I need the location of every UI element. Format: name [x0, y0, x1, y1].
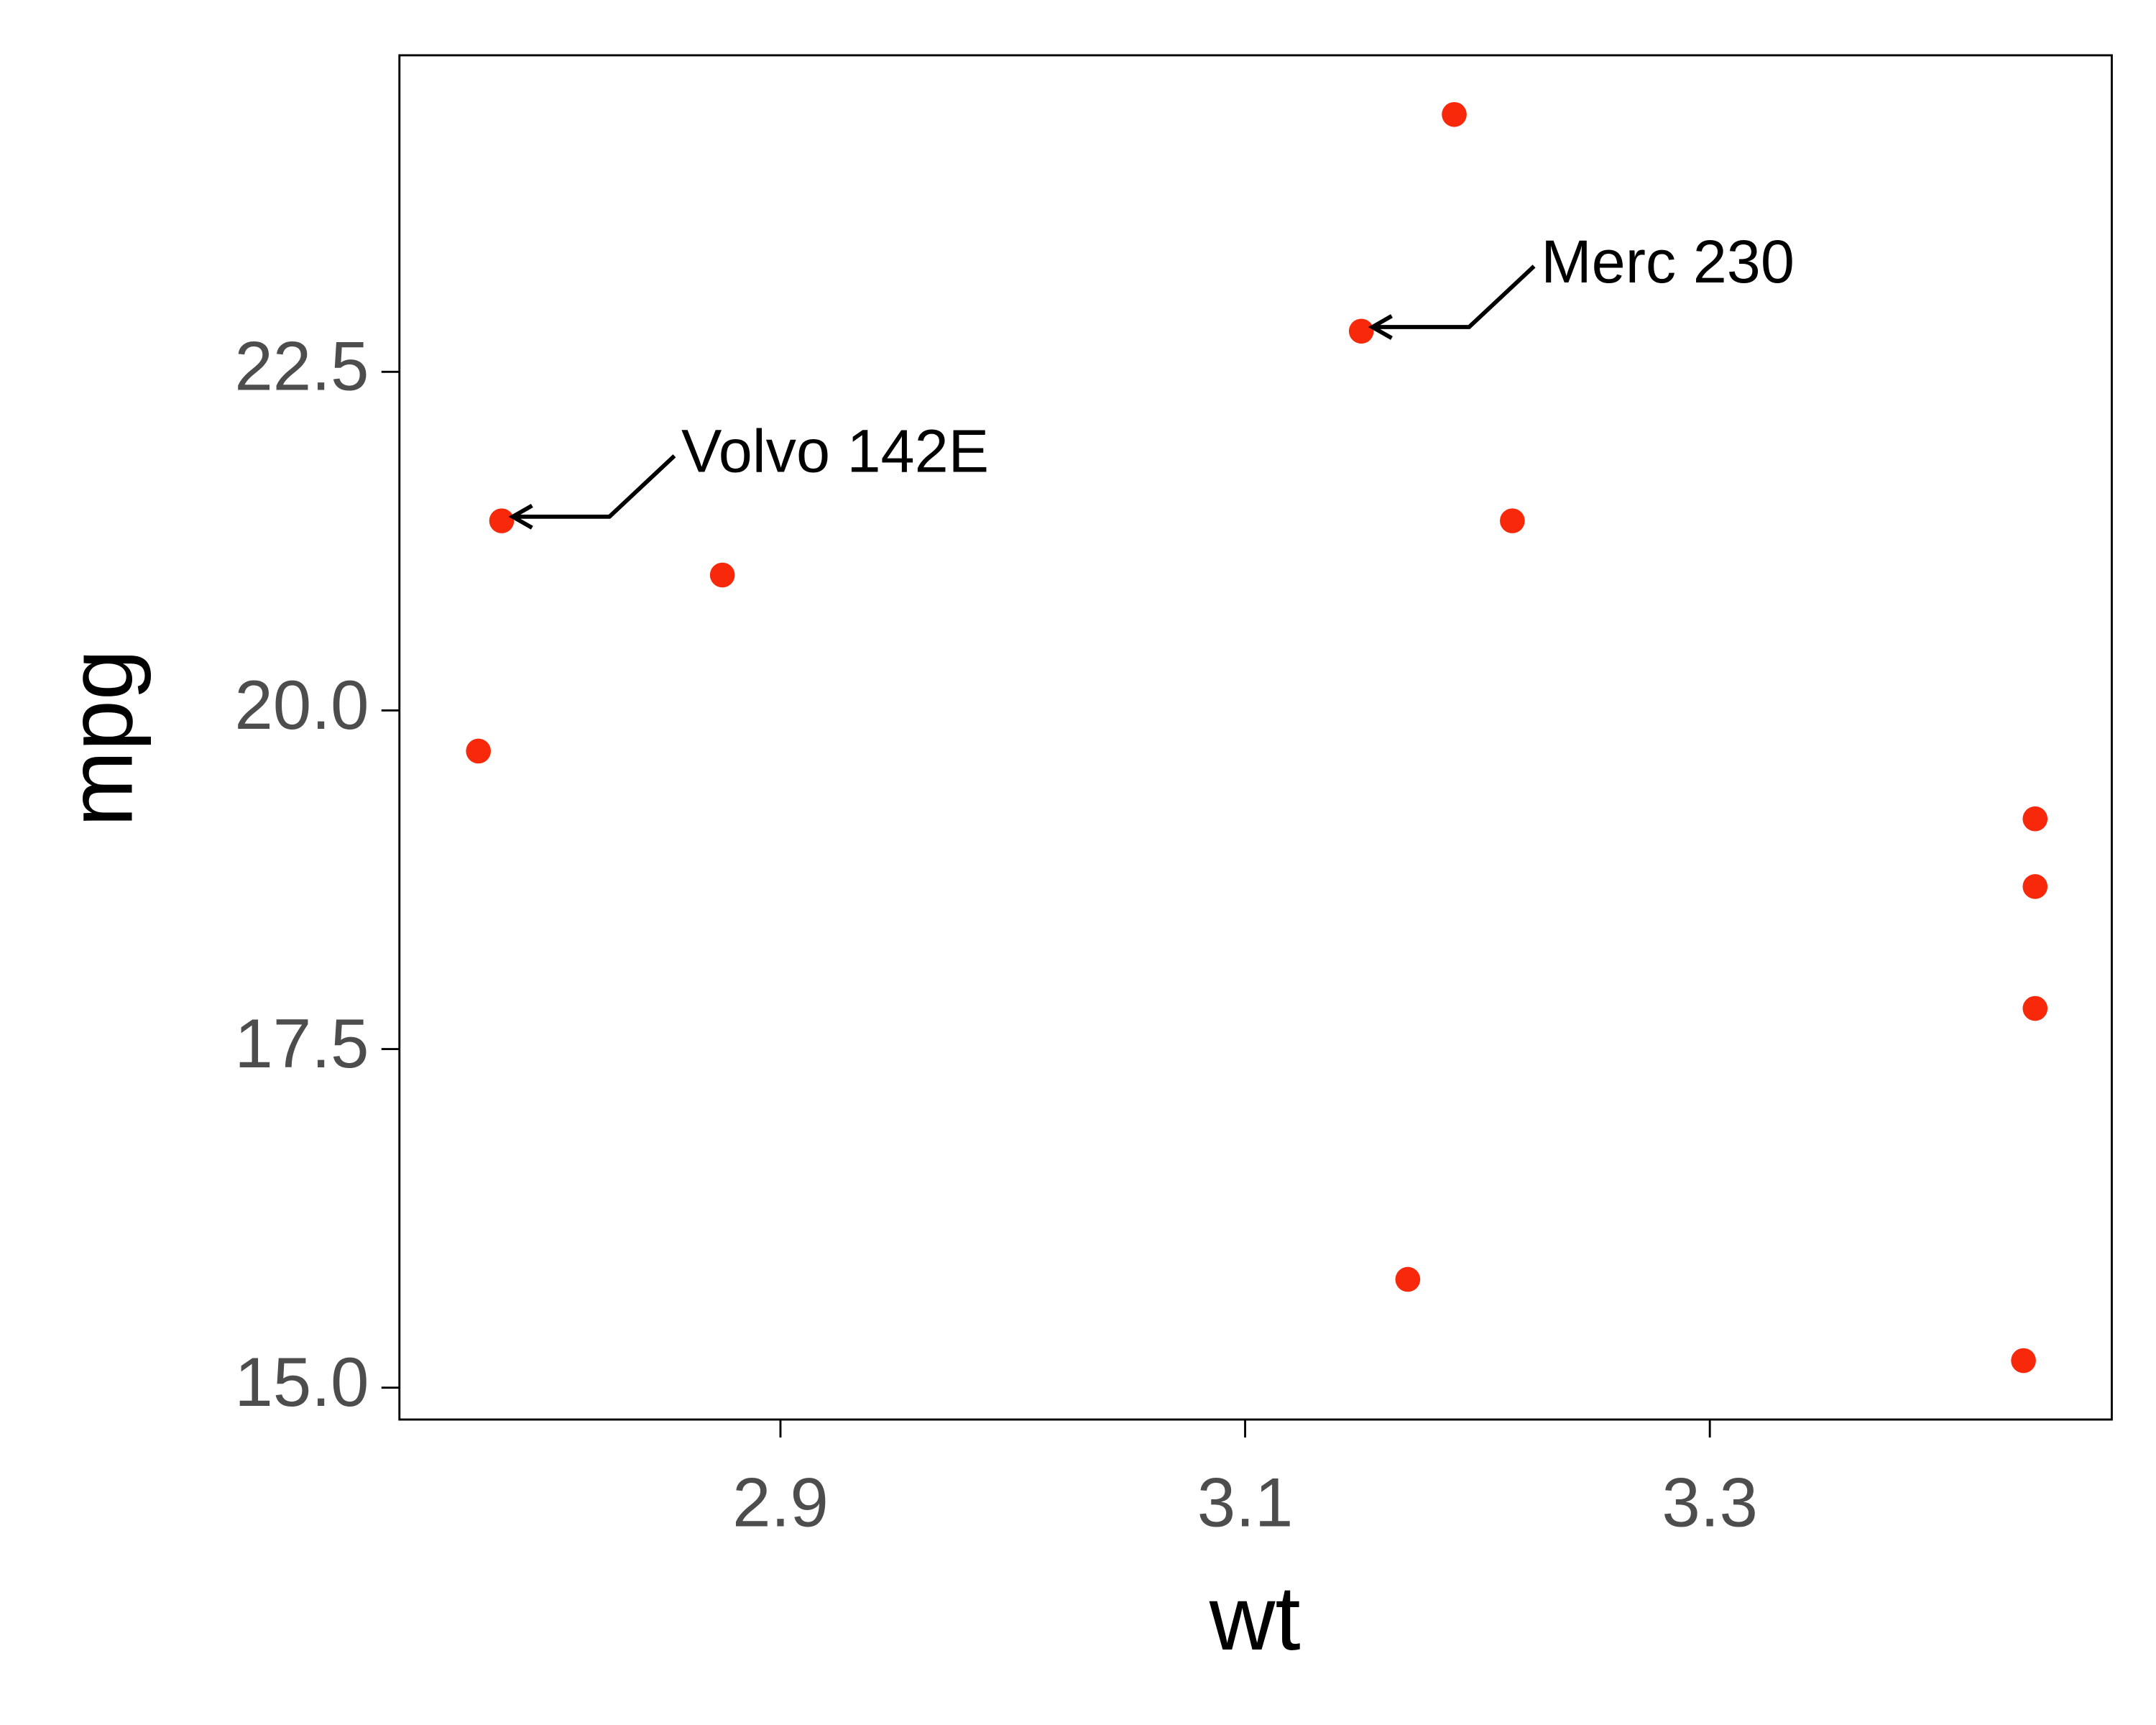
point [1500, 508, 1525, 533]
x-axis-title: wt [1209, 1567, 1301, 1669]
x-tick-label: 3.3 [1662, 1464, 1758, 1541]
y-tick-label: 17.5 [234, 1006, 369, 1082]
point [709, 562, 735, 588]
point [2022, 995, 2048, 1021]
annotation-label: Volvo 142E [681, 417, 989, 485]
annotation-arrow [508, 454, 676, 530]
point [1348, 318, 1374, 344]
point [1395, 1266, 1421, 1292]
y-tick-label: 15.0 [234, 1344, 369, 1421]
point [466, 738, 491, 764]
point [489, 508, 515, 533]
x-tick-label: 3.1 [1197, 1464, 1294, 1541]
panel-border [398, 54, 2113, 1421]
annotation-label: Merc 230 [1541, 227, 1795, 295]
y-axis-title: mpg [50, 649, 152, 827]
point [2011, 1348, 2036, 1374]
point [1442, 101, 1467, 127]
point [2022, 874, 2048, 899]
point [2022, 806, 2048, 832]
annotation-arrow [1368, 264, 1536, 340]
x-tick-label: 2.9 [732, 1464, 829, 1541]
y-tick-label: 20.0 [234, 667, 369, 744]
y-tick-label: 22.5 [234, 328, 369, 405]
